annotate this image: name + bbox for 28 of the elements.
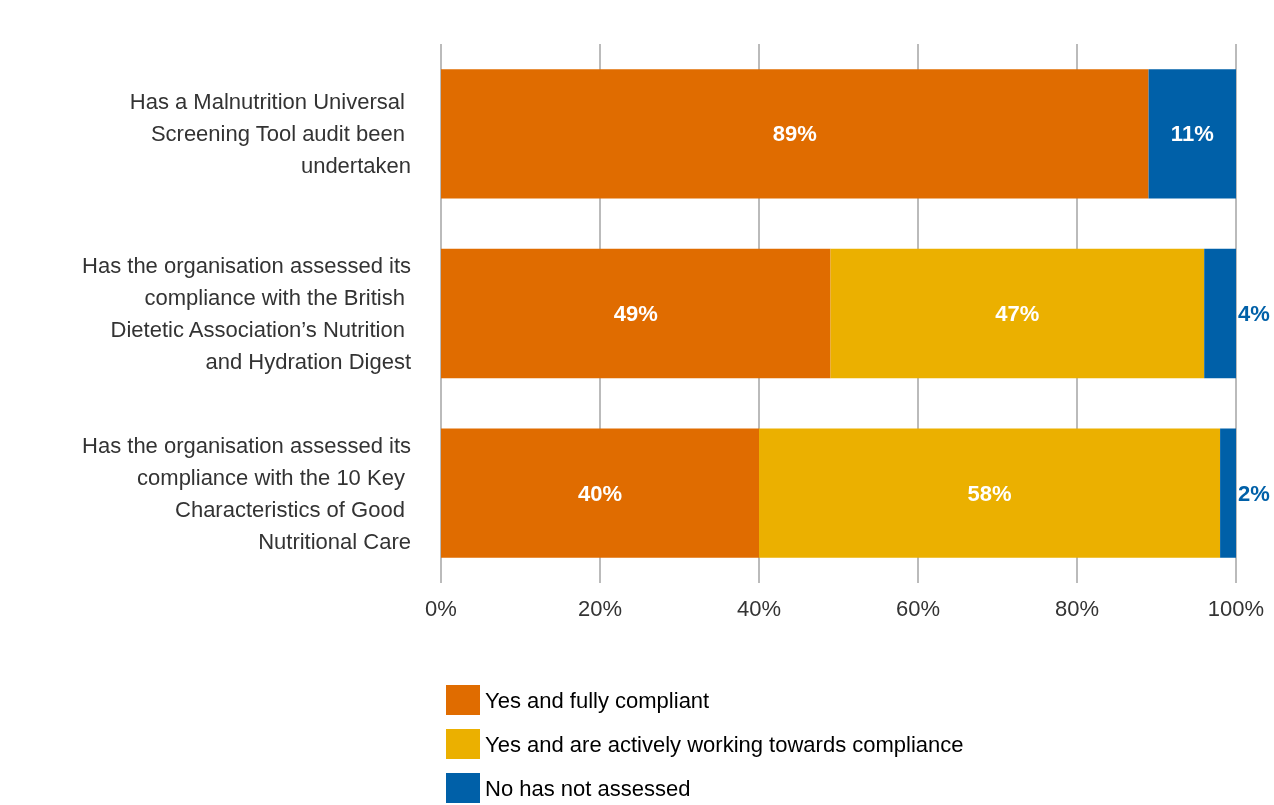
data-label: 11% [1170, 121, 1214, 147]
data-label: 89% [772, 121, 817, 147]
x-tick-label: 20% [577, 595, 623, 621]
bar [1148, 69, 1236, 199]
y-tick-label: Has the organisation assessed its compliance with the British Dietetic Association’s Nutrition and Hydration Digest [82, 253, 411, 374]
bar [1204, 248, 1236, 379]
bar [830, 248, 1205, 379]
x-tick-label: 0% [425, 595, 457, 621]
legend-label: Yes and fully compliant [485, 687, 710, 713]
data-label: 40% [577, 480, 623, 506]
y-tick-label: Has a Malnutrition Universal Screening Tool audit been undertaken [129, 89, 411, 179]
bar [759, 428, 1221, 558]
data-label: 2% [1238, 480, 1270, 506]
data-label: 49% [613, 301, 658, 326]
bar [1220, 428, 1236, 558]
x-tick-label: 60% [895, 595, 941, 621]
x-tick-label: 100% [1207, 595, 1265, 621]
bar [441, 248, 831, 379]
x-tick-label: 40% [736, 595, 782, 621]
data-label: 47% [995, 301, 1040, 326]
legend-label: Yes and are actively working towards compliance [485, 731, 964, 757]
bar [441, 428, 759, 558]
data-label: 4% [1238, 301, 1270, 326]
legend-label: No has not assessed [485, 775, 691, 801]
data-label: 58% [967, 480, 1012, 506]
bar [441, 69, 1149, 199]
x-tick-label: 80% [1054, 595, 1100, 621]
y-tick-label: Has the organisation assessed its compliance with the 10 Key Characteristics of Good Nutritional Care [82, 432, 411, 554]
